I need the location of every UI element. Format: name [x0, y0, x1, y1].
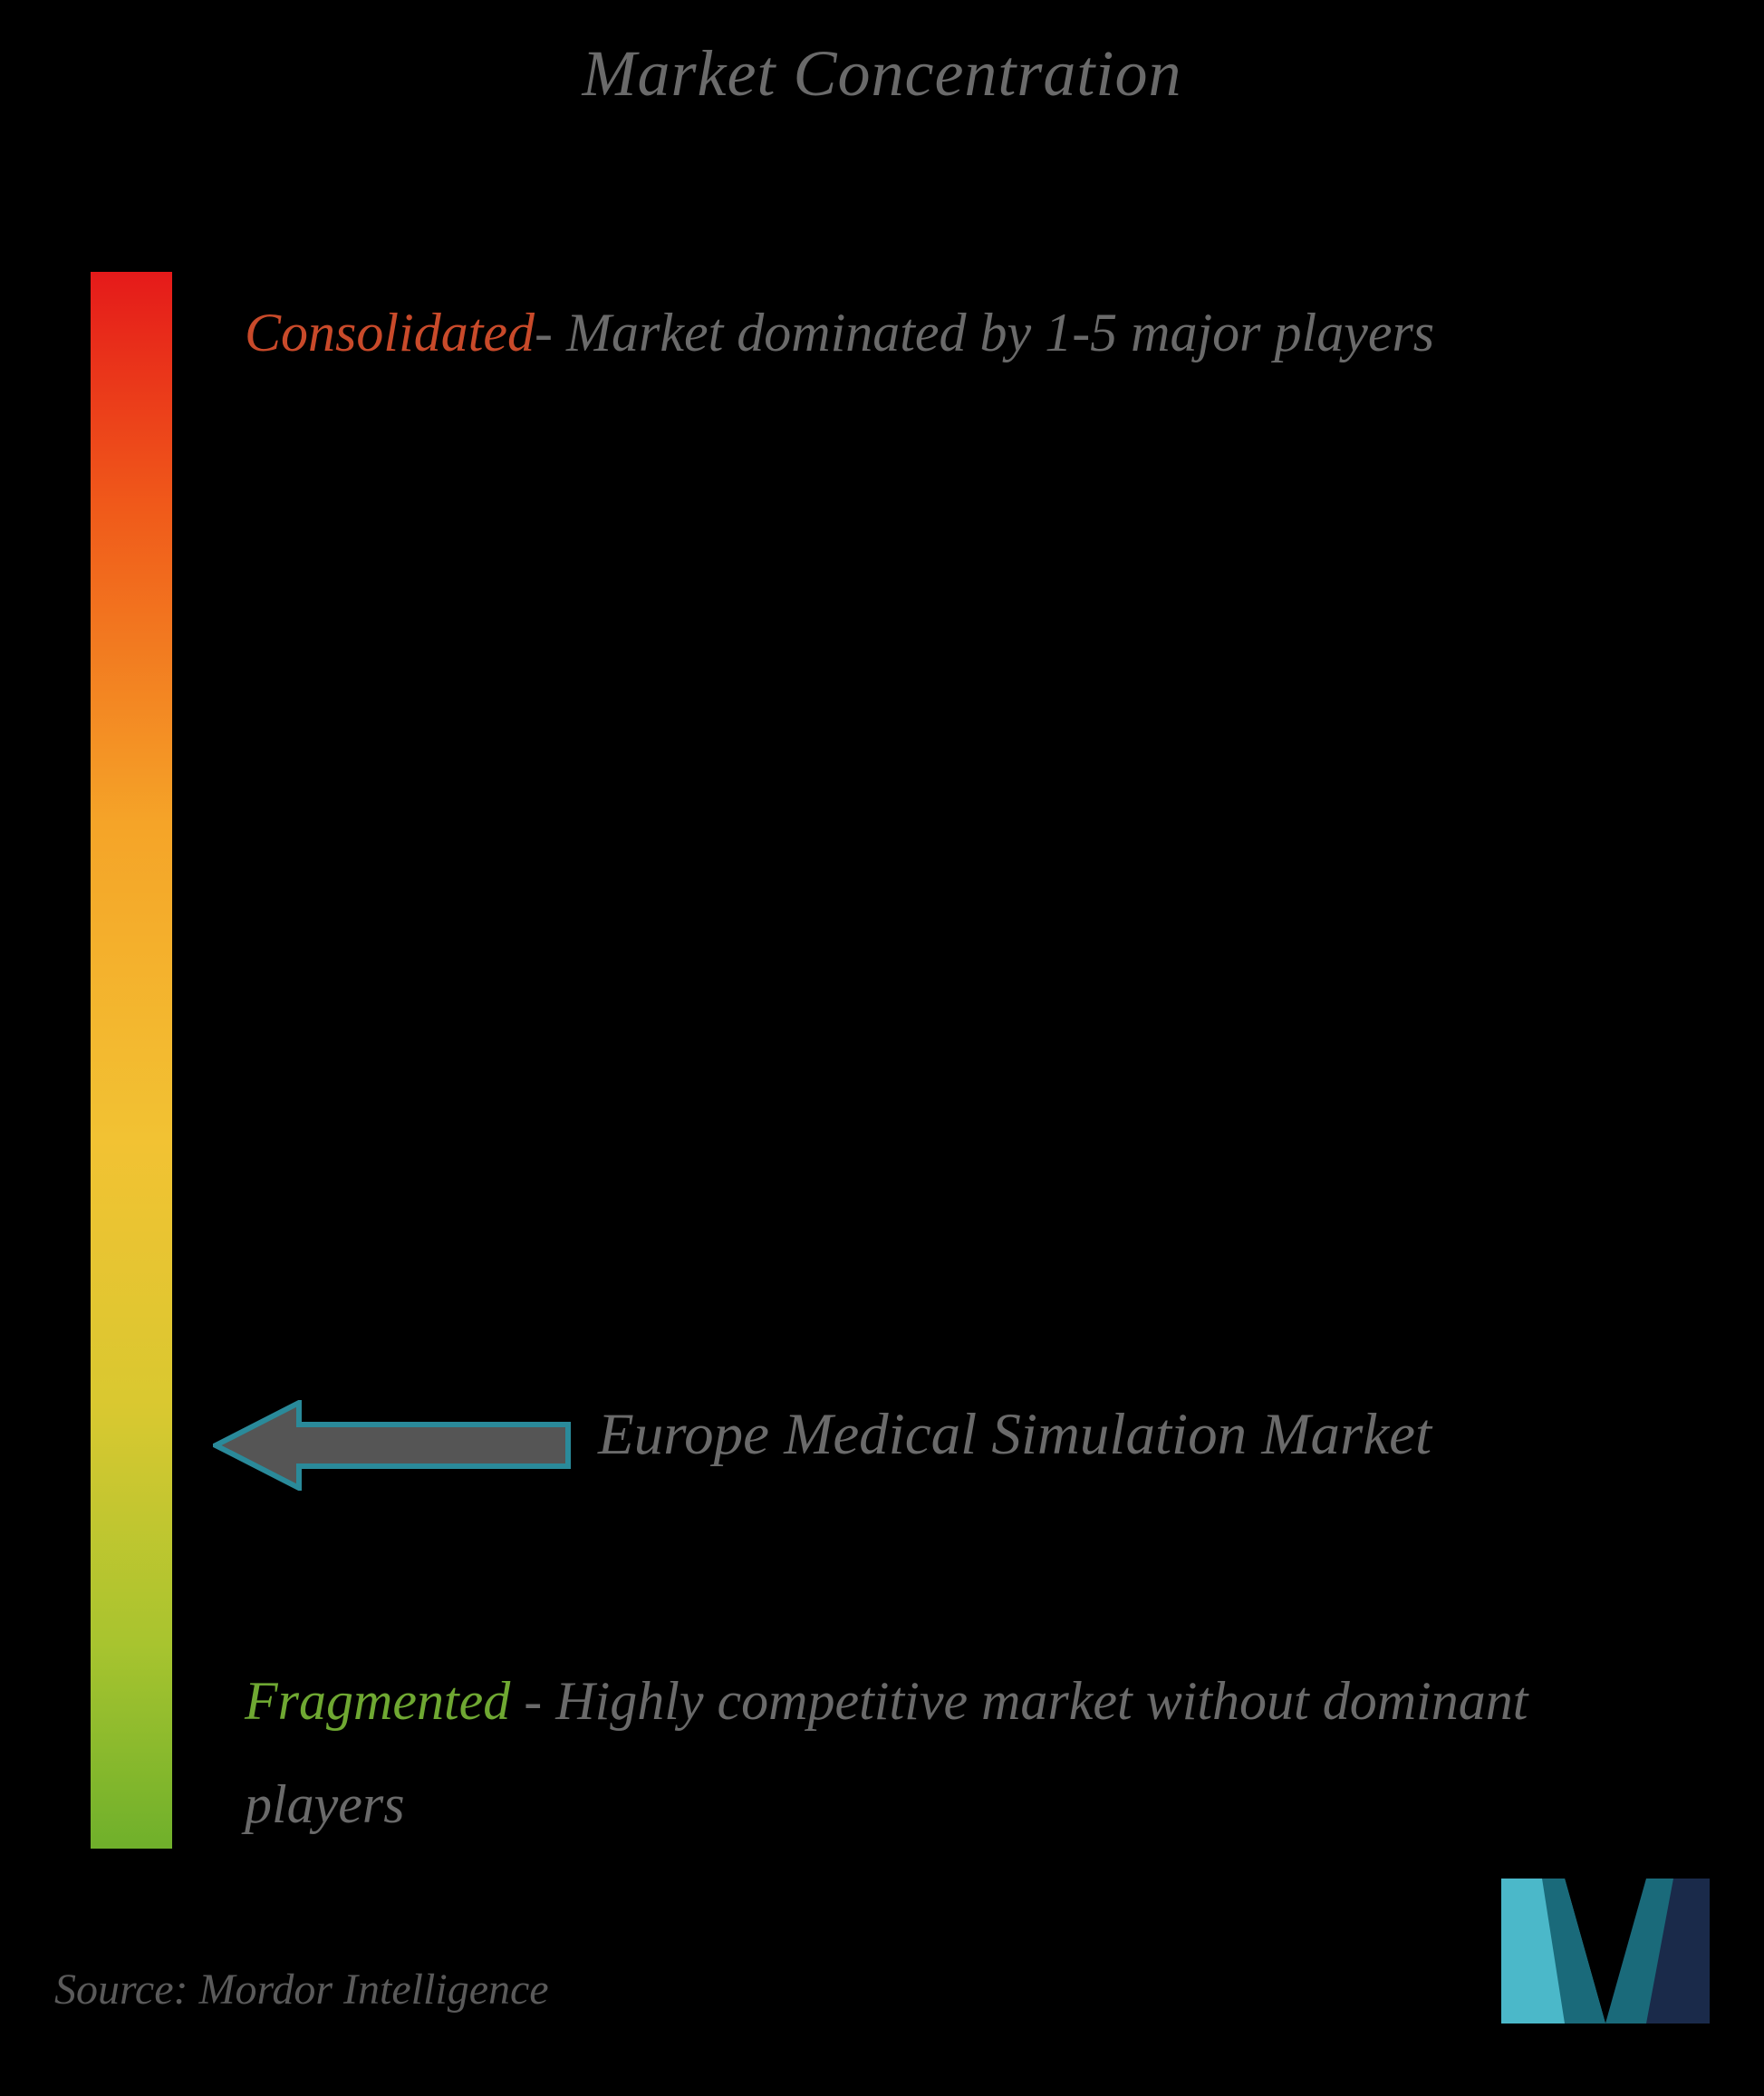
consolidated-block: Consolidated- Market dominated by 1-5 ma… [245, 281, 1604, 384]
market-pointer-row: Europe Medical Simulation Market [213, 1391, 1663, 1491]
concentration-gradient-bar [91, 272, 172, 1849]
arrow-icon [213, 1400, 571, 1491]
fragmented-block: Fragmented - Highly competitive market w… [245, 1649, 1694, 1856]
source-attribution: Source: Mordor Intelligence [54, 1965, 549, 2014]
market-name-label: Europe Medical Simulation Market [598, 1391, 1431, 1480]
mordor-logo-icon [1497, 1865, 1714, 2046]
fragmented-label: Fragmented [245, 1671, 510, 1731]
consolidated-label: Consolidated [245, 303, 535, 362]
consolidated-description: - Market dominated by 1-5 major players [535, 303, 1434, 362]
page-title: Market Concentration [583, 36, 1182, 111]
